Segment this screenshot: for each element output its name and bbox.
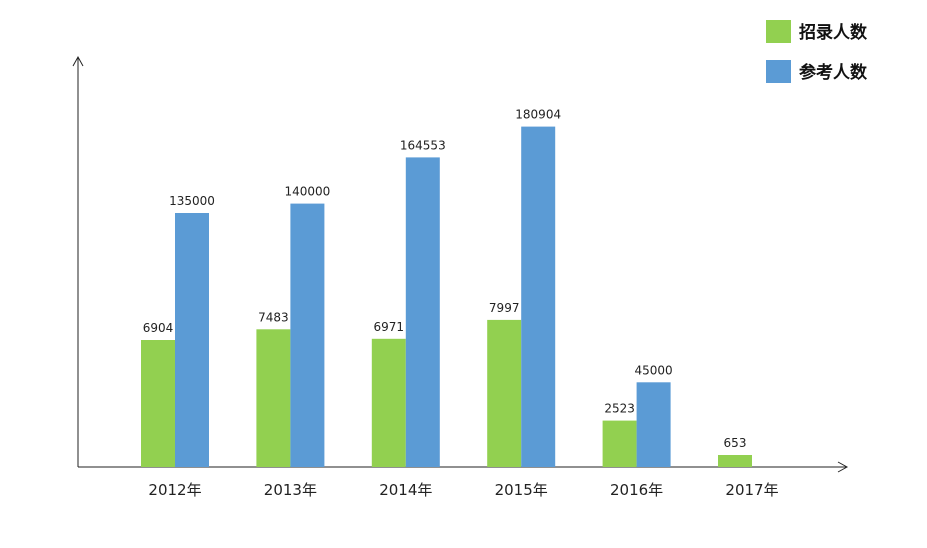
value-label-admitted-3: 6971 — [374, 320, 405, 334]
bar-admitted-3 — [371, 338, 406, 467]
bar-admitted-1 — [141, 340, 175, 467]
x-tick-label-4: 2015年 — [495, 481, 548, 499]
bar-examinees-2 — [290, 203, 325, 467]
value-label-admitted-4: 7997 — [489, 301, 520, 315]
value-labels-group: 6904 135000 7483 140000 6971 164553 7997 180904… — [143, 108, 747, 450]
y-axis-arrow — [72, 55, 84, 67]
x-tick-label-1: 2012年 — [148, 481, 201, 499]
bar-admitted-6 — [718, 455, 752, 467]
value-label-examinees-2: 140000 — [284, 185, 330, 199]
value-label-examinees-5: 45000 — [635, 363, 673, 377]
x-tick-label-2: 2013年 — [264, 481, 317, 499]
value-label-examinees-1: 135000 — [169, 194, 215, 208]
value-label-examinees-3: 164553 — [400, 138, 446, 152]
value-label-admitted-2: 7483 — [258, 310, 289, 324]
value-label-admitted-5: 2523 — [604, 402, 635, 416]
bar-examinees-4 — [521, 126, 556, 467]
x-tick-labels-group: 2012年 2013年 2014年 2015年 2016年 2017年 — [148, 481, 778, 499]
bar-examinees-1 — [175, 213, 209, 467]
x-tick-label-6: 2017年 — [725, 481, 778, 499]
value-label-admitted-6: 653 — [724, 436, 747, 450]
value-label-examinees-4: 180904 — [515, 108, 561, 122]
bar-examinees-5 — [636, 382, 671, 467]
legend-label-examinees: 参考人数 — [799, 62, 868, 83]
legend-label-admitted: 招录人数 — [799, 22, 868, 43]
bar-examinees-3 — [405, 157, 440, 467]
legend-swatch-admitted — [766, 20, 791, 43]
x-tick-label-5: 2016年 — [610, 481, 663, 499]
value-label-admitted-1: 6904 — [143, 321, 174, 335]
x-axis-arrow — [837, 461, 849, 473]
bars-group — [141, 126, 752, 467]
x-tick-label-3: 2014年 — [379, 481, 432, 499]
bar-admitted-4 — [487, 319, 522, 467]
bar-admitted-2 — [256, 329, 291, 467]
bar-admitted-5 — [602, 420, 637, 467]
legend-swatch-examinees — [766, 60, 791, 83]
